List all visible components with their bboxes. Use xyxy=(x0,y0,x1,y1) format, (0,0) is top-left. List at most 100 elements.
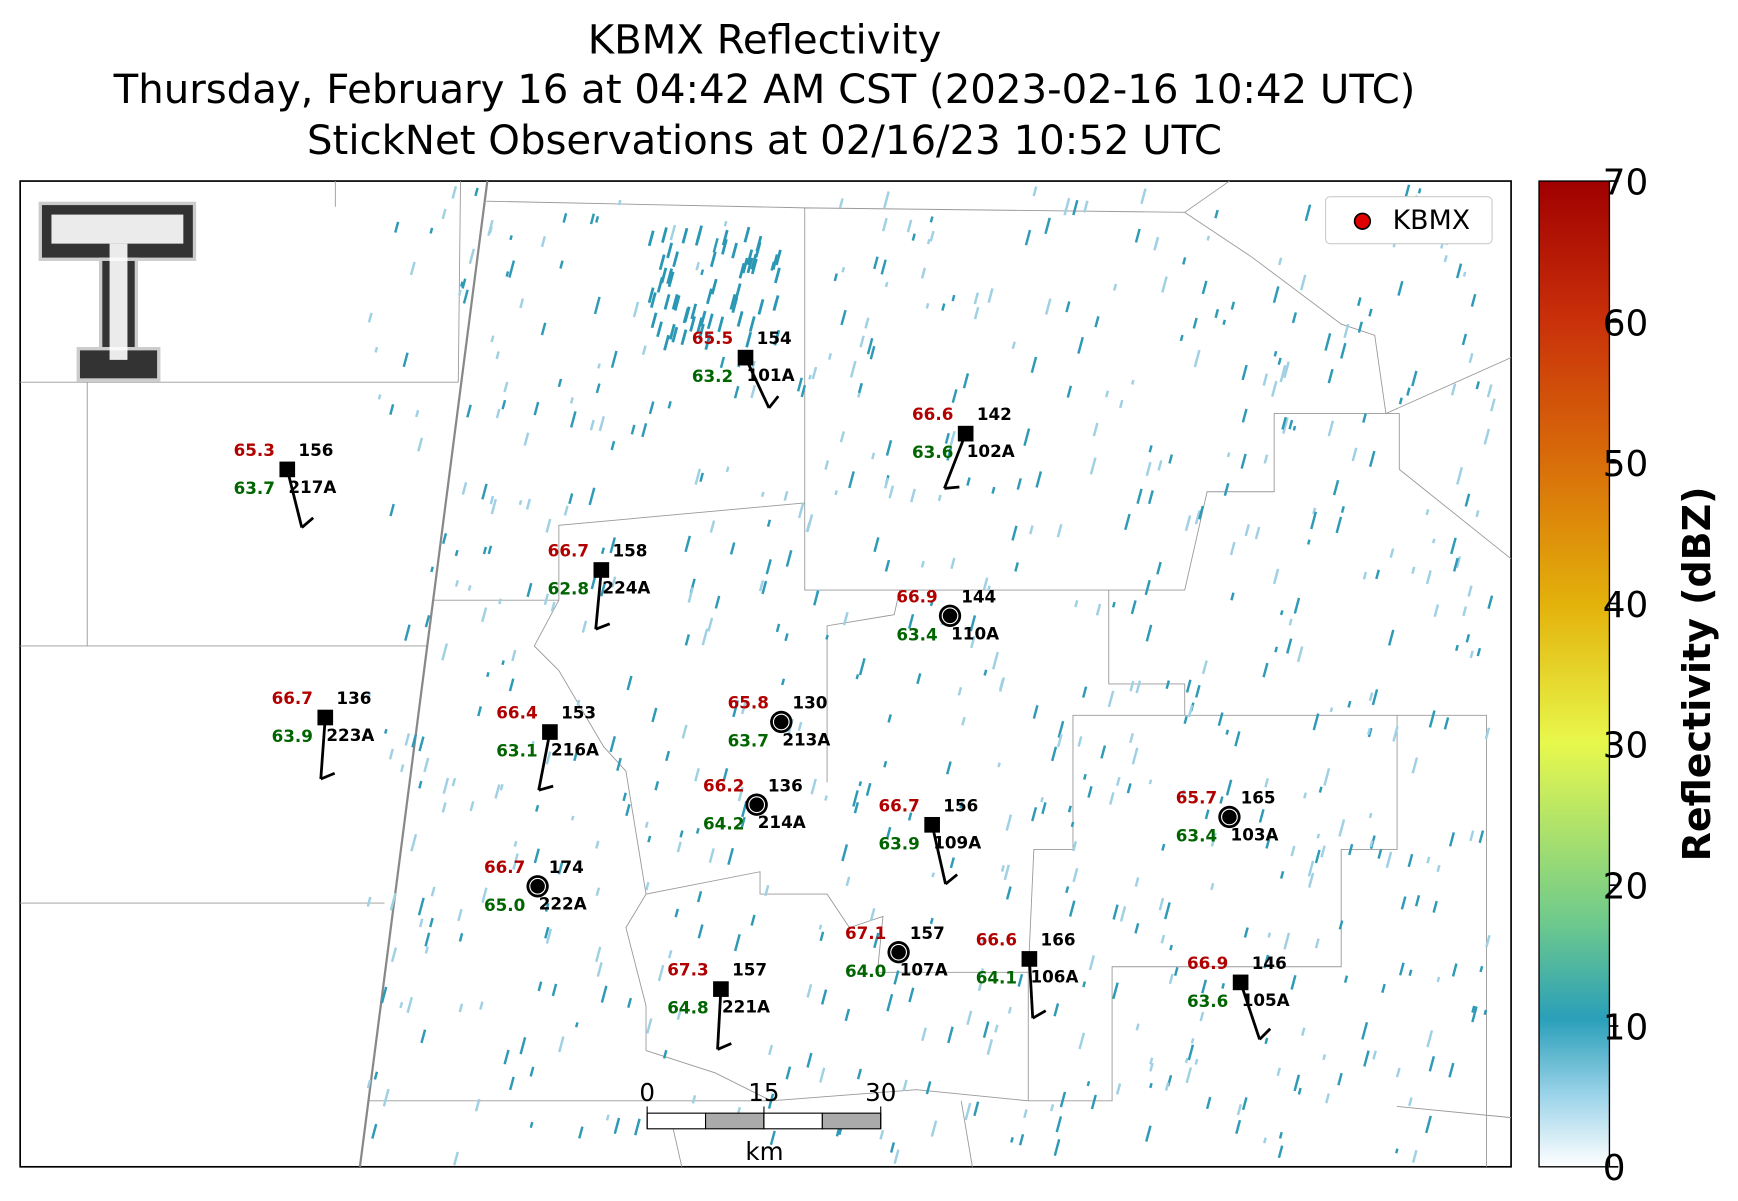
echo xyxy=(595,840,600,849)
echo xyxy=(959,802,964,809)
echo xyxy=(651,707,658,723)
echo xyxy=(1067,805,1072,813)
echo xyxy=(676,841,682,853)
echo xyxy=(458,289,462,296)
echo xyxy=(1368,308,1373,317)
echo xyxy=(458,932,464,942)
echo xyxy=(1056,523,1063,538)
echo xyxy=(533,401,540,416)
echo xyxy=(886,993,894,1012)
echo xyxy=(1462,271,1467,277)
echo xyxy=(750,385,757,399)
echo xyxy=(873,256,879,270)
echo xyxy=(1185,679,1192,693)
echo xyxy=(610,440,616,451)
barb-flag xyxy=(1258,1027,1272,1041)
echo xyxy=(1282,417,1289,434)
dewpoint: 64.0 xyxy=(845,961,886,981)
station-marker xyxy=(593,562,610,578)
echo xyxy=(611,576,617,588)
station-id: 222A xyxy=(539,894,587,914)
echo xyxy=(622,792,627,802)
echo xyxy=(451,185,458,199)
station-id: 109A xyxy=(933,832,981,852)
legend-marker xyxy=(1353,212,1372,230)
echo xyxy=(1487,595,1494,610)
echo xyxy=(1375,569,1380,580)
echo xyxy=(1297,1087,1302,1095)
echo xyxy=(721,229,729,246)
echo xyxy=(665,750,671,762)
barb-flag xyxy=(944,485,960,490)
echo xyxy=(1129,732,1134,744)
echo xyxy=(746,257,754,274)
legend-label: KBMX xyxy=(1393,205,1470,236)
echo xyxy=(1470,293,1477,307)
echo xyxy=(712,237,719,253)
echo xyxy=(1283,361,1290,379)
echo xyxy=(595,383,601,394)
station: 66.7 158 62.8 224A xyxy=(548,541,650,631)
echo xyxy=(1288,419,1294,430)
echo xyxy=(1291,312,1298,324)
echo xyxy=(855,674,860,680)
wind-barb xyxy=(537,731,552,791)
legend-box xyxy=(1324,196,1493,245)
echo xyxy=(597,363,601,369)
echo xyxy=(481,483,488,500)
echo xyxy=(1041,802,1047,815)
logo xyxy=(38,201,197,382)
echo xyxy=(929,917,934,925)
echo xyxy=(1193,349,1201,368)
station: 65.7 165 63.4 103A xyxy=(1176,788,1279,846)
echo xyxy=(429,227,434,234)
echo xyxy=(1223,482,1230,497)
echo xyxy=(760,491,765,497)
echo xyxy=(824,795,828,801)
echo xyxy=(1134,228,1141,243)
temperature: 66.9 xyxy=(1187,953,1228,973)
echo xyxy=(1471,1006,1478,1023)
wind-barb xyxy=(285,469,304,528)
station-value: 153 xyxy=(561,703,596,723)
echo xyxy=(774,267,781,284)
echo xyxy=(1273,350,1278,357)
echo xyxy=(588,487,596,506)
echo xyxy=(1254,526,1261,540)
echo xyxy=(1281,416,1287,430)
echo xyxy=(545,518,552,533)
echo xyxy=(1194,684,1201,698)
echo xyxy=(1198,505,1205,520)
echo xyxy=(1168,973,1174,985)
title-line: StickNet Observations at 02/16/23 10:52 … xyxy=(307,118,1222,164)
echo xyxy=(1361,1021,1369,1040)
echo xyxy=(1148,445,1153,453)
echo xyxy=(1451,963,1458,977)
scale-tick-label: 15 xyxy=(748,1078,779,1107)
echo xyxy=(1392,725,1399,742)
echo xyxy=(853,801,860,814)
echo xyxy=(1464,493,1471,507)
echo xyxy=(454,579,459,587)
echo xyxy=(864,317,870,329)
echo xyxy=(729,293,737,310)
echo xyxy=(1130,379,1135,385)
echo xyxy=(384,728,388,734)
echo xyxy=(660,267,668,284)
echo xyxy=(773,329,781,346)
wind-barb xyxy=(943,433,967,489)
echo xyxy=(696,317,704,334)
echo xyxy=(424,946,429,954)
wind-barb xyxy=(716,989,723,1050)
echo xyxy=(663,293,671,310)
echo xyxy=(647,230,655,247)
echo xyxy=(1201,979,1208,994)
echo xyxy=(1343,975,1349,983)
echo xyxy=(374,346,379,353)
echo xyxy=(719,356,726,369)
echo xyxy=(746,249,754,266)
echo xyxy=(1168,454,1174,464)
station-value: 144 xyxy=(961,586,996,606)
echo xyxy=(1072,867,1079,883)
dewpoint: 64.2 xyxy=(703,813,744,833)
